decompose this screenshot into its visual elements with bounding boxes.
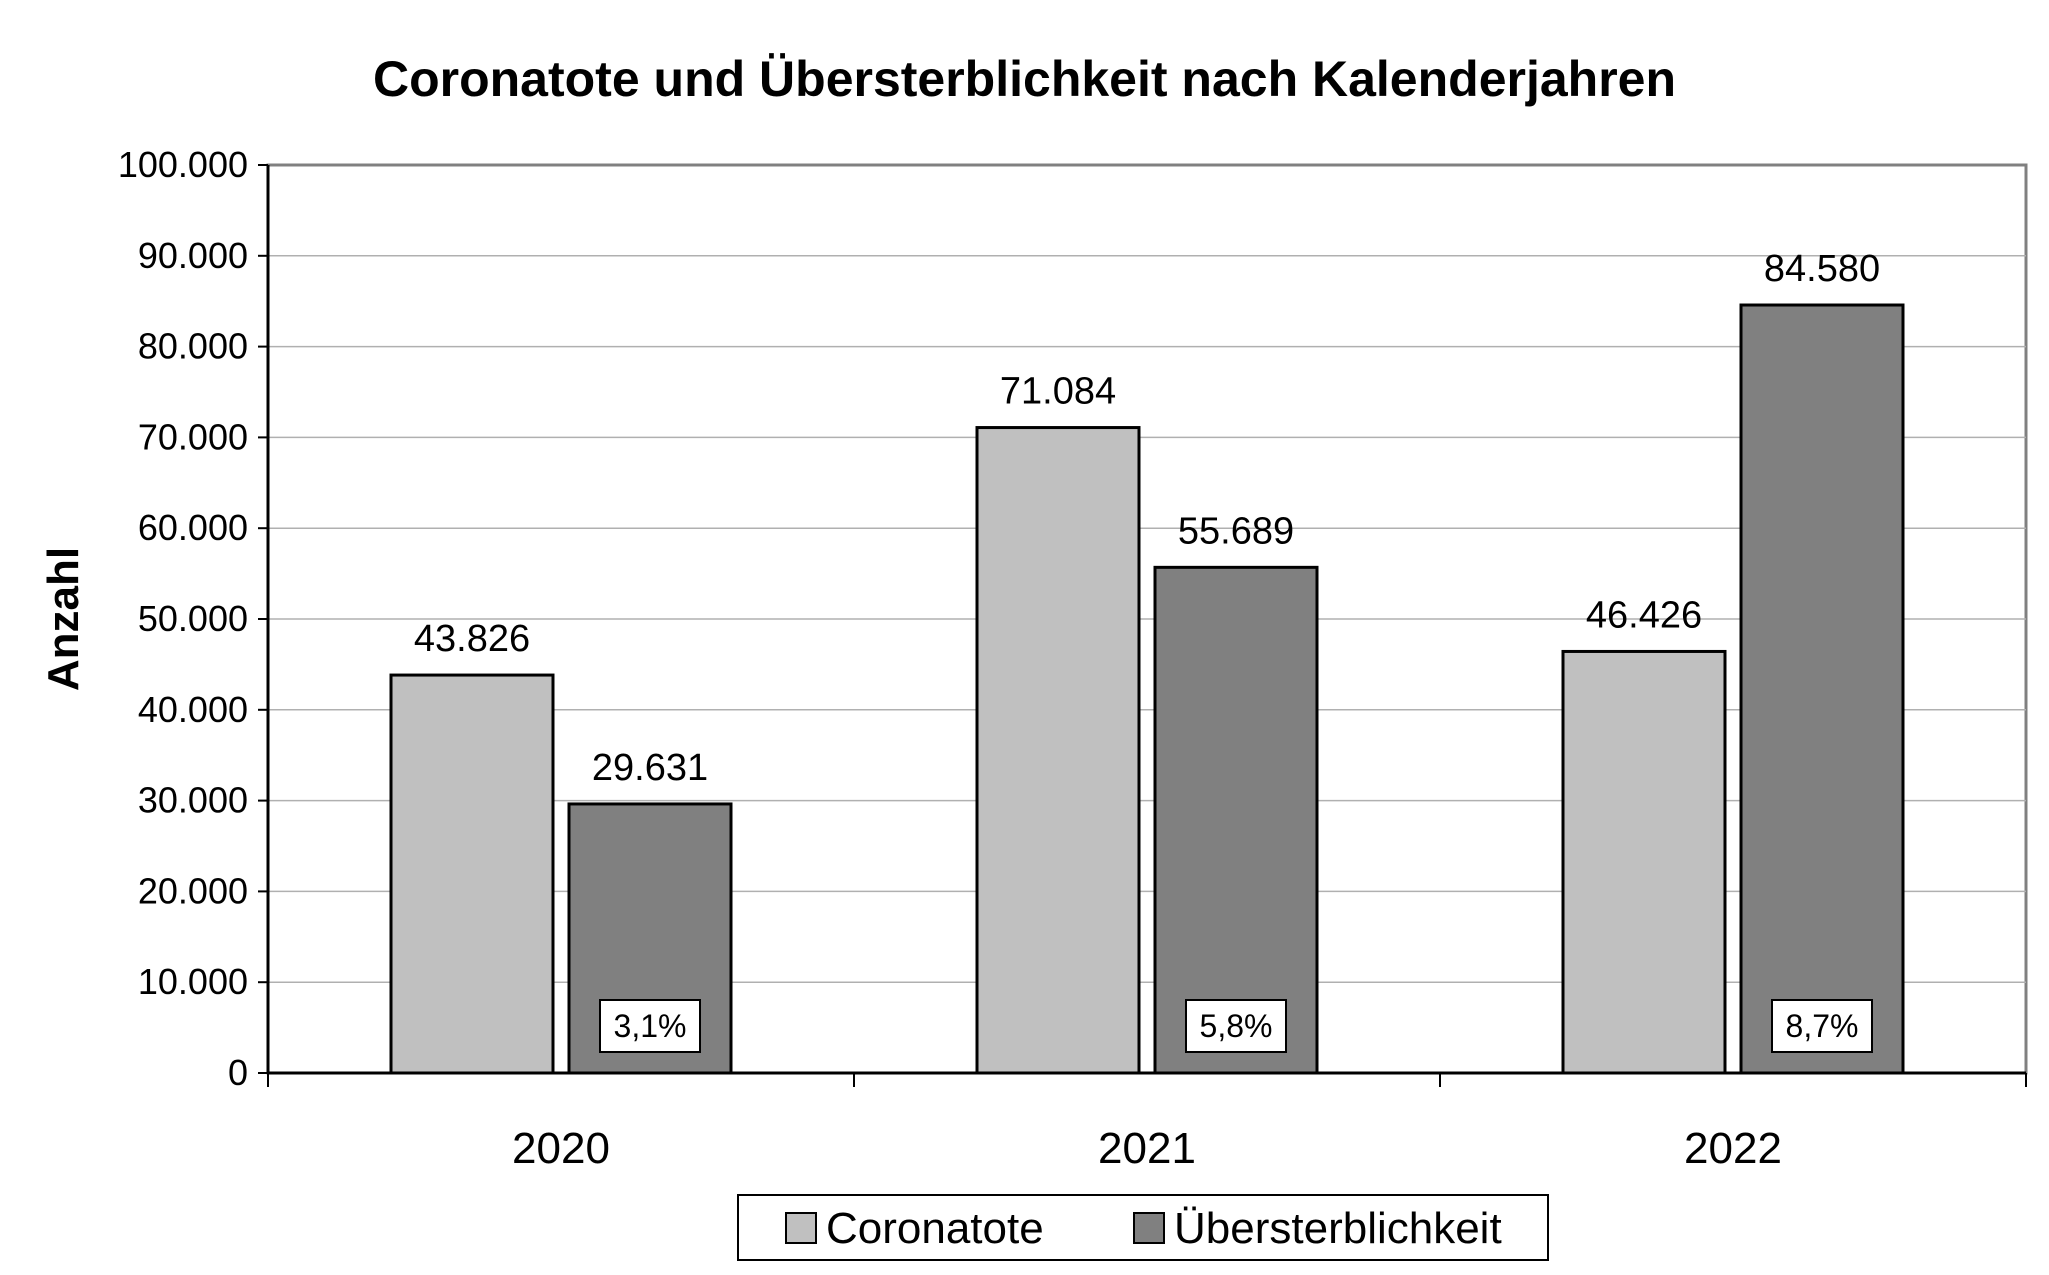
bar-coronatote-2021: [975, 426, 1141, 1075]
percent-badge: [599, 999, 701, 1053]
y-tick-label: 80.000: [138, 326, 248, 367]
data-label: 43.826: [414, 618, 530, 660]
y-tick-label: 30.000: [138, 780, 248, 821]
y-tick-label: 40.000: [138, 689, 248, 730]
percent-badge: [1185, 999, 1287, 1053]
y-tick-label: 60.000: [138, 507, 248, 548]
y-tick-label: 100.000: [118, 144, 248, 185]
y-tick-label: 70.000: [138, 416, 248, 457]
data-label: 84.580: [1764, 248, 1880, 290]
chart-title: Coronatote und Übersterblichkeit nach Ka…: [372, 51, 1677, 107]
legend-swatch: [1133, 1212, 1165, 1244]
y-tick-label: 20.000: [138, 870, 248, 911]
y-tick-label: 50.000: [138, 598, 248, 639]
bar-coronatote-2022: [1561, 649, 1727, 1075]
legend-entry: Übersterblichkeit: [1174, 1204, 1502, 1253]
bar-uebersterblichkeit-2022: [1739, 303, 1905, 1075]
bar-coronatote-2020: [389, 673, 555, 1075]
percent-badge: [1771, 999, 1873, 1053]
bar-uebersterblichkeit-2021: [1153, 565, 1319, 1075]
y-tick-label: 10.000: [138, 961, 248, 1002]
x-tick-label: 2021: [1098, 1124, 1196, 1173]
y-tick-label: 0: [228, 1052, 248, 1093]
legend-entry: Coronatote: [826, 1204, 1044, 1253]
data-label: 55.689: [1178, 510, 1294, 552]
percent-label: 3,1%: [614, 1008, 687, 1044]
data-label: 71.084: [1000, 371, 1116, 413]
legend-swatch: [785, 1212, 817, 1244]
percent-label: 8,7%: [1786, 1008, 1859, 1044]
y-axis-label: Anzahl: [39, 547, 88, 691]
x-tick-label: 2022: [1684, 1124, 1782, 1173]
x-tick-label: 2020: [512, 1124, 610, 1173]
percent-label: 5,8%: [1200, 1008, 1273, 1044]
data-label: 29.631: [592, 747, 708, 789]
y-tick-label: 90.000: [138, 235, 248, 276]
data-label: 46.426: [1586, 594, 1702, 636]
